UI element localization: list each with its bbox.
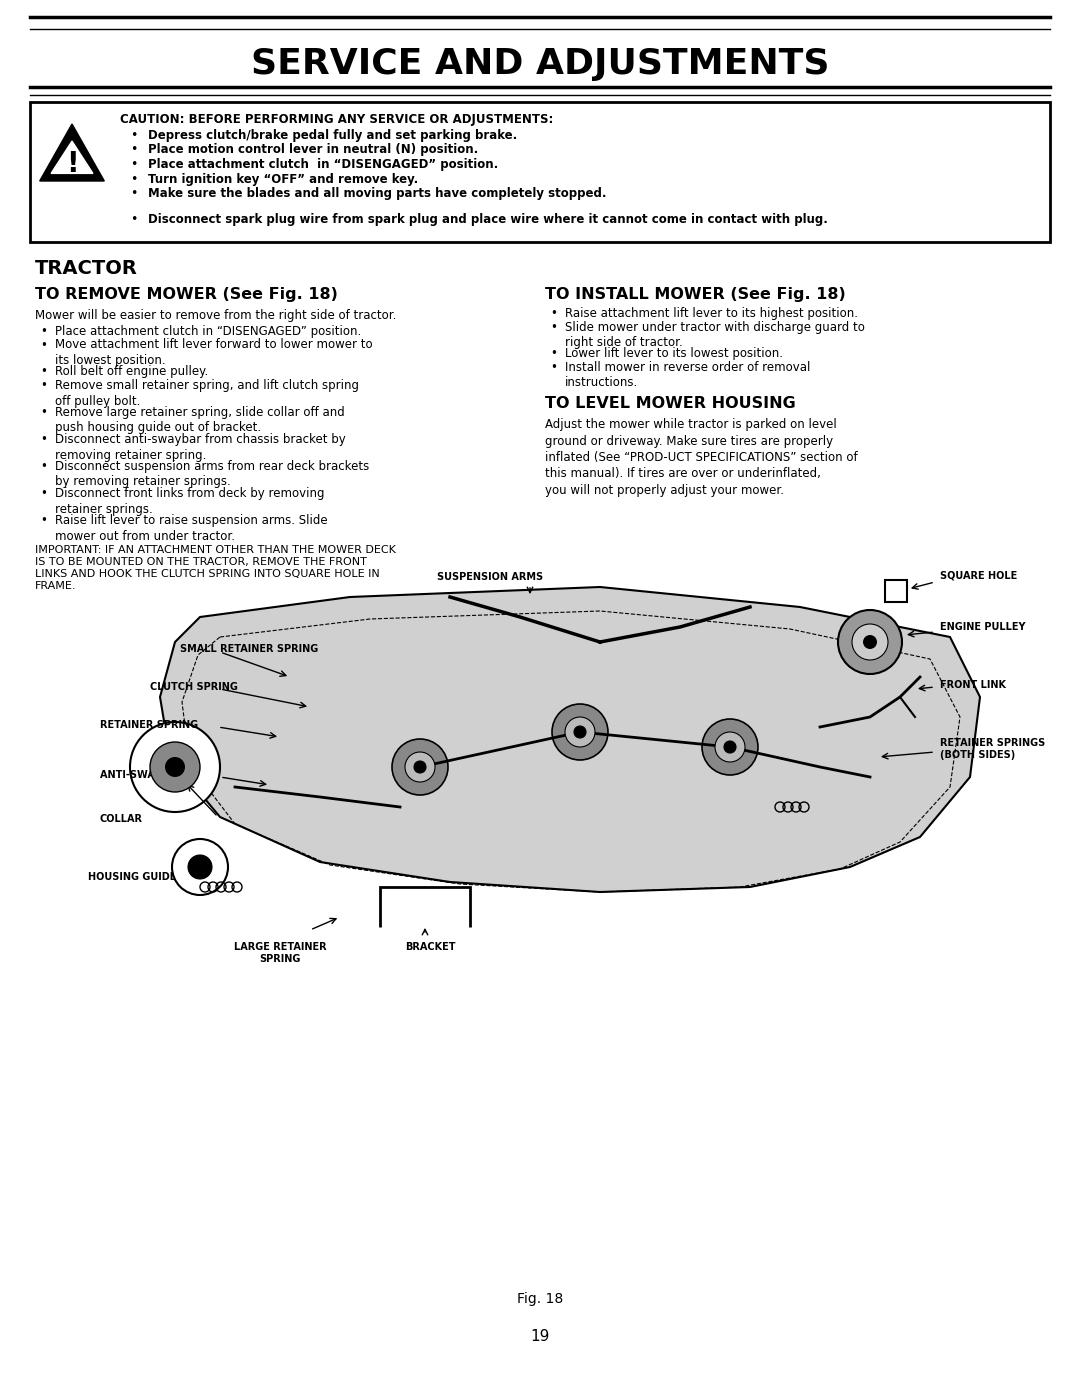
- Text: !: !: [66, 149, 79, 177]
- Text: Disconnect spark plug wire from spark plug and place wire where it cannot come i: Disconnect spark plug wire from spark pl…: [148, 214, 828, 226]
- Text: •: •: [40, 488, 46, 500]
- Text: Depress clutch/brake pedal fully and set parking brake.: Depress clutch/brake pedal fully and set…: [148, 129, 517, 142]
- Circle shape: [392, 739, 448, 795]
- Text: HOUSING GUIDE: HOUSING GUIDE: [87, 872, 176, 882]
- Text: •: •: [550, 360, 557, 374]
- Text: •: •: [130, 214, 137, 226]
- Text: •: •: [40, 379, 46, 393]
- Text: Remove small retainer spring, and lift clutch spring
off pulley bolt.: Remove small retainer spring, and lift c…: [55, 379, 359, 408]
- Text: Remove large retainer spring, slide collar off and
push housing guide out of bra: Remove large retainer spring, slide coll…: [55, 407, 345, 434]
- Text: •: •: [130, 172, 137, 186]
- Text: •: •: [550, 348, 557, 360]
- Circle shape: [838, 610, 902, 673]
- Text: 19: 19: [530, 1329, 550, 1344]
- Circle shape: [852, 624, 888, 659]
- Text: •: •: [550, 320, 557, 334]
- Text: Make sure the blades and all moving parts have completely stopped.: Make sure the blades and all moving part…: [148, 187, 607, 200]
- Circle shape: [188, 855, 212, 879]
- Text: •: •: [40, 366, 46, 379]
- Circle shape: [702, 719, 758, 775]
- Text: •: •: [130, 144, 137, 156]
- Text: Disconnect front links from deck by removing
retainer springs.: Disconnect front links from deck by remo…: [55, 488, 324, 515]
- Text: FRONT LINK: FRONT LINK: [940, 680, 1005, 690]
- Text: Place attachment clutch in “DISENGAGED” position.: Place attachment clutch in “DISENGAGED” …: [55, 326, 361, 338]
- Text: Install mower in reverse order of removal
instructions.: Install mower in reverse order of remova…: [565, 360, 810, 390]
- Text: LARGE RETAINER
SPRING: LARGE RETAINER SPRING: [233, 942, 326, 964]
- Text: RETAINER SPRING: RETAINER SPRING: [100, 719, 198, 731]
- Text: TO INSTALL MOWER (See Fig. 18): TO INSTALL MOWER (See Fig. 18): [545, 286, 846, 302]
- Text: Adjust the mower while tractor is parked on level
ground or driveway. Make sure : Adjust the mower while tractor is parked…: [545, 418, 858, 497]
- Circle shape: [130, 722, 220, 812]
- Text: Raise lift lever to raise suspension arms. Slide
mower out from under tractor.: Raise lift lever to raise suspension arm…: [55, 514, 327, 542]
- Text: CAUTION: BEFORE PERFORMING ANY SERVICE OR ADJUSTMENTS:: CAUTION: BEFORE PERFORMING ANY SERVICE O…: [120, 113, 553, 126]
- Text: •: •: [130, 129, 137, 142]
- Text: SQUARE HOLE: SQUARE HOLE: [940, 570, 1017, 580]
- Text: •: •: [40, 338, 46, 352]
- Circle shape: [724, 740, 735, 753]
- Circle shape: [573, 726, 586, 738]
- Text: RETAINER SPRINGS
(BOTH SIDES): RETAINER SPRINGS (BOTH SIDES): [940, 738, 1045, 760]
- Text: Fig. 18: Fig. 18: [517, 1292, 563, 1306]
- Text: •: •: [40, 407, 46, 419]
- Text: Disconnect anti-swaybar from chassis bracket by
removing retainer spring.: Disconnect anti-swaybar from chassis bra…: [55, 433, 346, 461]
- Circle shape: [405, 752, 435, 782]
- Text: BRACKET: BRACKET: [405, 942, 456, 951]
- Text: Move attachment lift lever forward to lower mower to
its lowest position.: Move attachment lift lever forward to lo…: [55, 338, 373, 367]
- Text: SMALL RETAINER SPRING: SMALL RETAINER SPRING: [180, 644, 319, 654]
- Circle shape: [414, 761, 426, 773]
- Text: ENGINE PULLEY: ENGINE PULLEY: [940, 622, 1026, 631]
- Polygon shape: [160, 587, 980, 893]
- Text: Place motion control lever in neutral (N) position.: Place motion control lever in neutral (N…: [148, 144, 478, 156]
- Text: •: •: [130, 187, 137, 200]
- Text: Disconnect suspension arms from rear deck brackets
by removing retainer springs.: Disconnect suspension arms from rear dec…: [55, 460, 369, 489]
- Text: COLLAR: COLLAR: [100, 814, 143, 824]
- Circle shape: [565, 717, 595, 747]
- Text: •: •: [40, 460, 46, 474]
- Text: •: •: [40, 433, 46, 446]
- Text: TRACTOR: TRACTOR: [35, 258, 138, 278]
- Text: Mower will be easier to remove from the right side of tractor.: Mower will be easier to remove from the …: [35, 309, 396, 321]
- Text: Place attachment clutch  in “DISENGAGED” position.: Place attachment clutch in “DISENGAGED” …: [148, 158, 498, 170]
- Text: IMPORTANT: IF AN ATTACHMENT OTHER THAN THE MOWER DECK
IS TO BE MOUNTED ON THE TR: IMPORTANT: IF AN ATTACHMENT OTHER THAN T…: [35, 545, 396, 591]
- Text: •: •: [550, 307, 557, 320]
- Text: Roll belt off engine pulley.: Roll belt off engine pulley.: [55, 366, 208, 379]
- Circle shape: [863, 636, 877, 650]
- Circle shape: [165, 757, 185, 777]
- Text: SUSPENSION ARMS: SUSPENSION ARMS: [437, 571, 543, 583]
- Text: ANTI-SWAY BAR: ANTI-SWAY BAR: [100, 770, 187, 780]
- Polygon shape: [51, 141, 93, 173]
- Text: •: •: [40, 514, 46, 527]
- Text: TO LEVEL MOWER HOUSING: TO LEVEL MOWER HOUSING: [545, 395, 796, 411]
- Circle shape: [150, 742, 200, 792]
- Circle shape: [715, 732, 745, 761]
- Text: •: •: [40, 326, 46, 338]
- Text: Lower lift lever to its lowest position.: Lower lift lever to its lowest position.: [565, 348, 783, 360]
- Polygon shape: [40, 124, 105, 182]
- Circle shape: [172, 840, 228, 895]
- Circle shape: [552, 704, 608, 760]
- FancyBboxPatch shape: [30, 102, 1050, 242]
- Text: TO REMOVE MOWER (See Fig. 18): TO REMOVE MOWER (See Fig. 18): [35, 286, 338, 302]
- Text: SERVICE AND ADJUSTMENTS: SERVICE AND ADJUSTMENTS: [251, 47, 829, 81]
- Text: •: •: [130, 158, 137, 170]
- Bar: [885, 580, 907, 602]
- Text: Turn ignition key “OFF” and remove key.: Turn ignition key “OFF” and remove key.: [148, 172, 418, 186]
- Text: Raise attachment lift lever to its highest position.: Raise attachment lift lever to its highe…: [565, 307, 858, 320]
- Text: CLUTCH SPRING: CLUTCH SPRING: [150, 682, 238, 692]
- Text: Slide mower under tractor with discharge guard to
right side of tractor.: Slide mower under tractor with discharge…: [565, 320, 865, 349]
